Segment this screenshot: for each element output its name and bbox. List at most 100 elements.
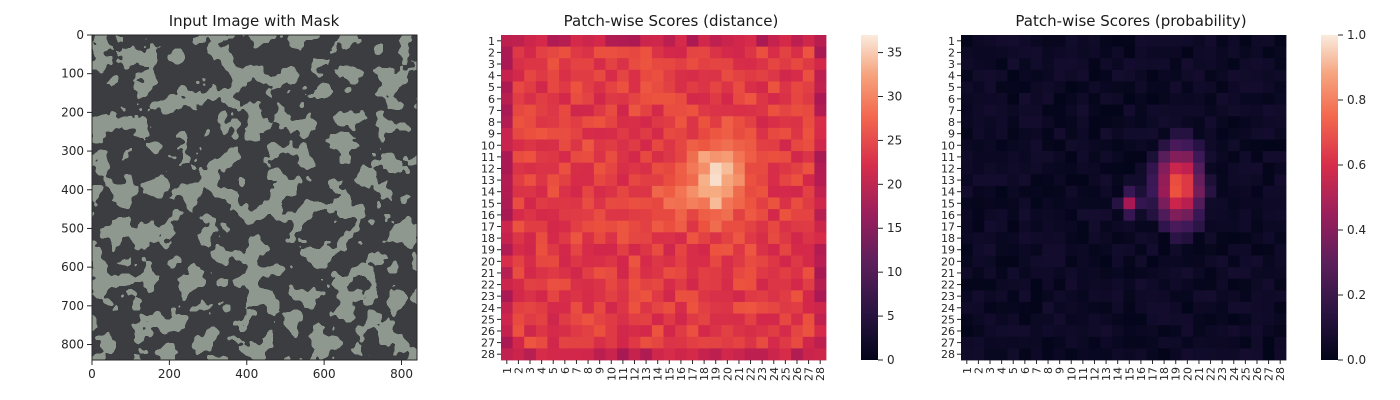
heatmap-cell — [1123, 127, 1136, 140]
heatmap-cell — [1262, 151, 1275, 164]
x-tick-label: 24 — [1228, 367, 1241, 381]
heatmap-cell — [570, 348, 583, 361]
heatmap-cell — [721, 336, 734, 349]
heatmap-cell — [1204, 185, 1217, 198]
y-tick-label: 6 — [948, 93, 955, 106]
heatmap-cell — [1181, 35, 1194, 48]
heatmap-cell — [1262, 58, 1275, 71]
heatmap-cell — [1030, 313, 1043, 326]
x-tick-label: 21 — [1193, 367, 1206, 381]
heatmap-cell — [524, 313, 537, 326]
heatmap-cell — [1030, 69, 1043, 82]
heatmap-cell — [791, 325, 804, 338]
x-tick-label: 12 — [1088, 367, 1101, 381]
heatmap-cell — [1274, 255, 1287, 268]
heatmap-cell — [1007, 116, 1020, 129]
heatmap-cell — [1053, 93, 1066, 106]
heatmap-cell — [1030, 301, 1043, 314]
heatmap-cell — [802, 46, 815, 59]
panel-distance-heatmap: Patch-wise Scores (distance) 12345678910… — [481, 12, 902, 381]
heatmap-cell — [779, 301, 792, 314]
heatmap-cell — [651, 197, 664, 210]
heatmap-cell — [512, 185, 525, 198]
heatmap-cell — [779, 325, 792, 338]
heatmap-cell — [1158, 151, 1171, 164]
heatmap-cell — [721, 220, 734, 233]
heatmap-cell — [995, 336, 1008, 349]
heatmap-cell — [1019, 336, 1032, 349]
heatmap-cell — [524, 35, 537, 48]
heatmap-cell — [1181, 209, 1194, 222]
heatmap-cell — [814, 313, 827, 326]
heatmap-cell — [1274, 301, 1287, 314]
heatmap-cell — [1193, 35, 1206, 48]
heatmap-cell — [1239, 220, 1252, 233]
heatmap-cell — [651, 301, 664, 314]
x-tick-label: 23 — [756, 367, 769, 381]
heatmap-cell — [640, 116, 653, 129]
heatmap-cell — [802, 151, 815, 164]
heatmap-cell — [512, 278, 525, 291]
heatmap-cell — [1227, 220, 1240, 233]
heatmap-cell — [744, 93, 757, 106]
x-tick-label: 24 — [768, 367, 781, 381]
heatmap-cell — [961, 301, 974, 314]
heatmap-cell — [961, 243, 974, 256]
x-tick-label: 19 — [1170, 367, 1183, 381]
heatmap-cell — [767, 197, 780, 210]
heatmap-cell — [617, 325, 630, 338]
heatmap-cell — [1077, 116, 1090, 129]
heatmap-cell — [779, 93, 792, 106]
heatmap-cell — [1088, 151, 1101, 164]
heatmap-cell — [1111, 116, 1124, 129]
heatmap-cell — [1181, 197, 1194, 210]
heatmap-cell — [1077, 290, 1090, 303]
colorbar-ticks: 0.00.20.40.60.81.0 — [1338, 28, 1366, 367]
heatmap-cell — [961, 336, 974, 349]
heatmap-cell — [972, 220, 985, 233]
x-tick-label: 22 — [745, 367, 758, 381]
heatmap-cell — [1274, 93, 1287, 106]
heatmap-cell — [1053, 209, 1066, 222]
heatmap-cell — [1065, 278, 1078, 291]
heatmap-cell — [961, 220, 974, 233]
y-tick-label: 20 — [481, 255, 495, 268]
heatmap-cell — [501, 46, 514, 59]
heatmap-cell — [1065, 232, 1078, 245]
heatmap-cell — [663, 220, 676, 233]
heatmap-cell — [1146, 35, 1159, 48]
heatmap-cell — [1077, 243, 1090, 256]
heatmap-cell — [756, 325, 769, 338]
y-tick-label: 3 — [948, 58, 955, 71]
heatmap-cell — [675, 151, 688, 164]
heatmap-cell — [605, 93, 618, 106]
heatmap-cell — [1193, 243, 1206, 256]
heatmap-cell — [802, 313, 815, 326]
chart-title: Patch-wise Scores (probability) — [1015, 12, 1246, 30]
heatmap-cell — [1123, 232, 1136, 245]
heatmap-cell — [1146, 220, 1159, 233]
heatmap-cell — [1251, 336, 1264, 349]
heatmap-cell — [767, 151, 780, 164]
heatmap-cell — [1204, 290, 1217, 303]
heatmap-cell — [984, 290, 997, 303]
heatmap-cell — [1007, 197, 1020, 210]
colorbar-tick-label: 0 — [887, 353, 895, 367]
heatmap-cell — [582, 325, 595, 338]
heatmap-cell — [605, 35, 618, 48]
heatmap-cell — [663, 197, 676, 210]
heatmap-cell — [1169, 81, 1182, 94]
heatmap-cell — [1158, 290, 1171, 303]
heatmap-cell — [1111, 232, 1124, 245]
heatmap-cell — [756, 290, 769, 303]
heatmap-cell — [1019, 232, 1032, 245]
heatmap-cell — [802, 255, 815, 268]
heatmap-cell — [559, 255, 572, 268]
heatmap-cell — [512, 232, 525, 245]
heatmap-cell — [814, 35, 827, 48]
heatmap-cell — [1111, 174, 1124, 187]
heatmap-cell — [744, 267, 757, 280]
heatmap-cell — [640, 209, 653, 222]
heatmap-cell — [535, 209, 548, 222]
y-tick-label: 28 — [481, 348, 495, 361]
